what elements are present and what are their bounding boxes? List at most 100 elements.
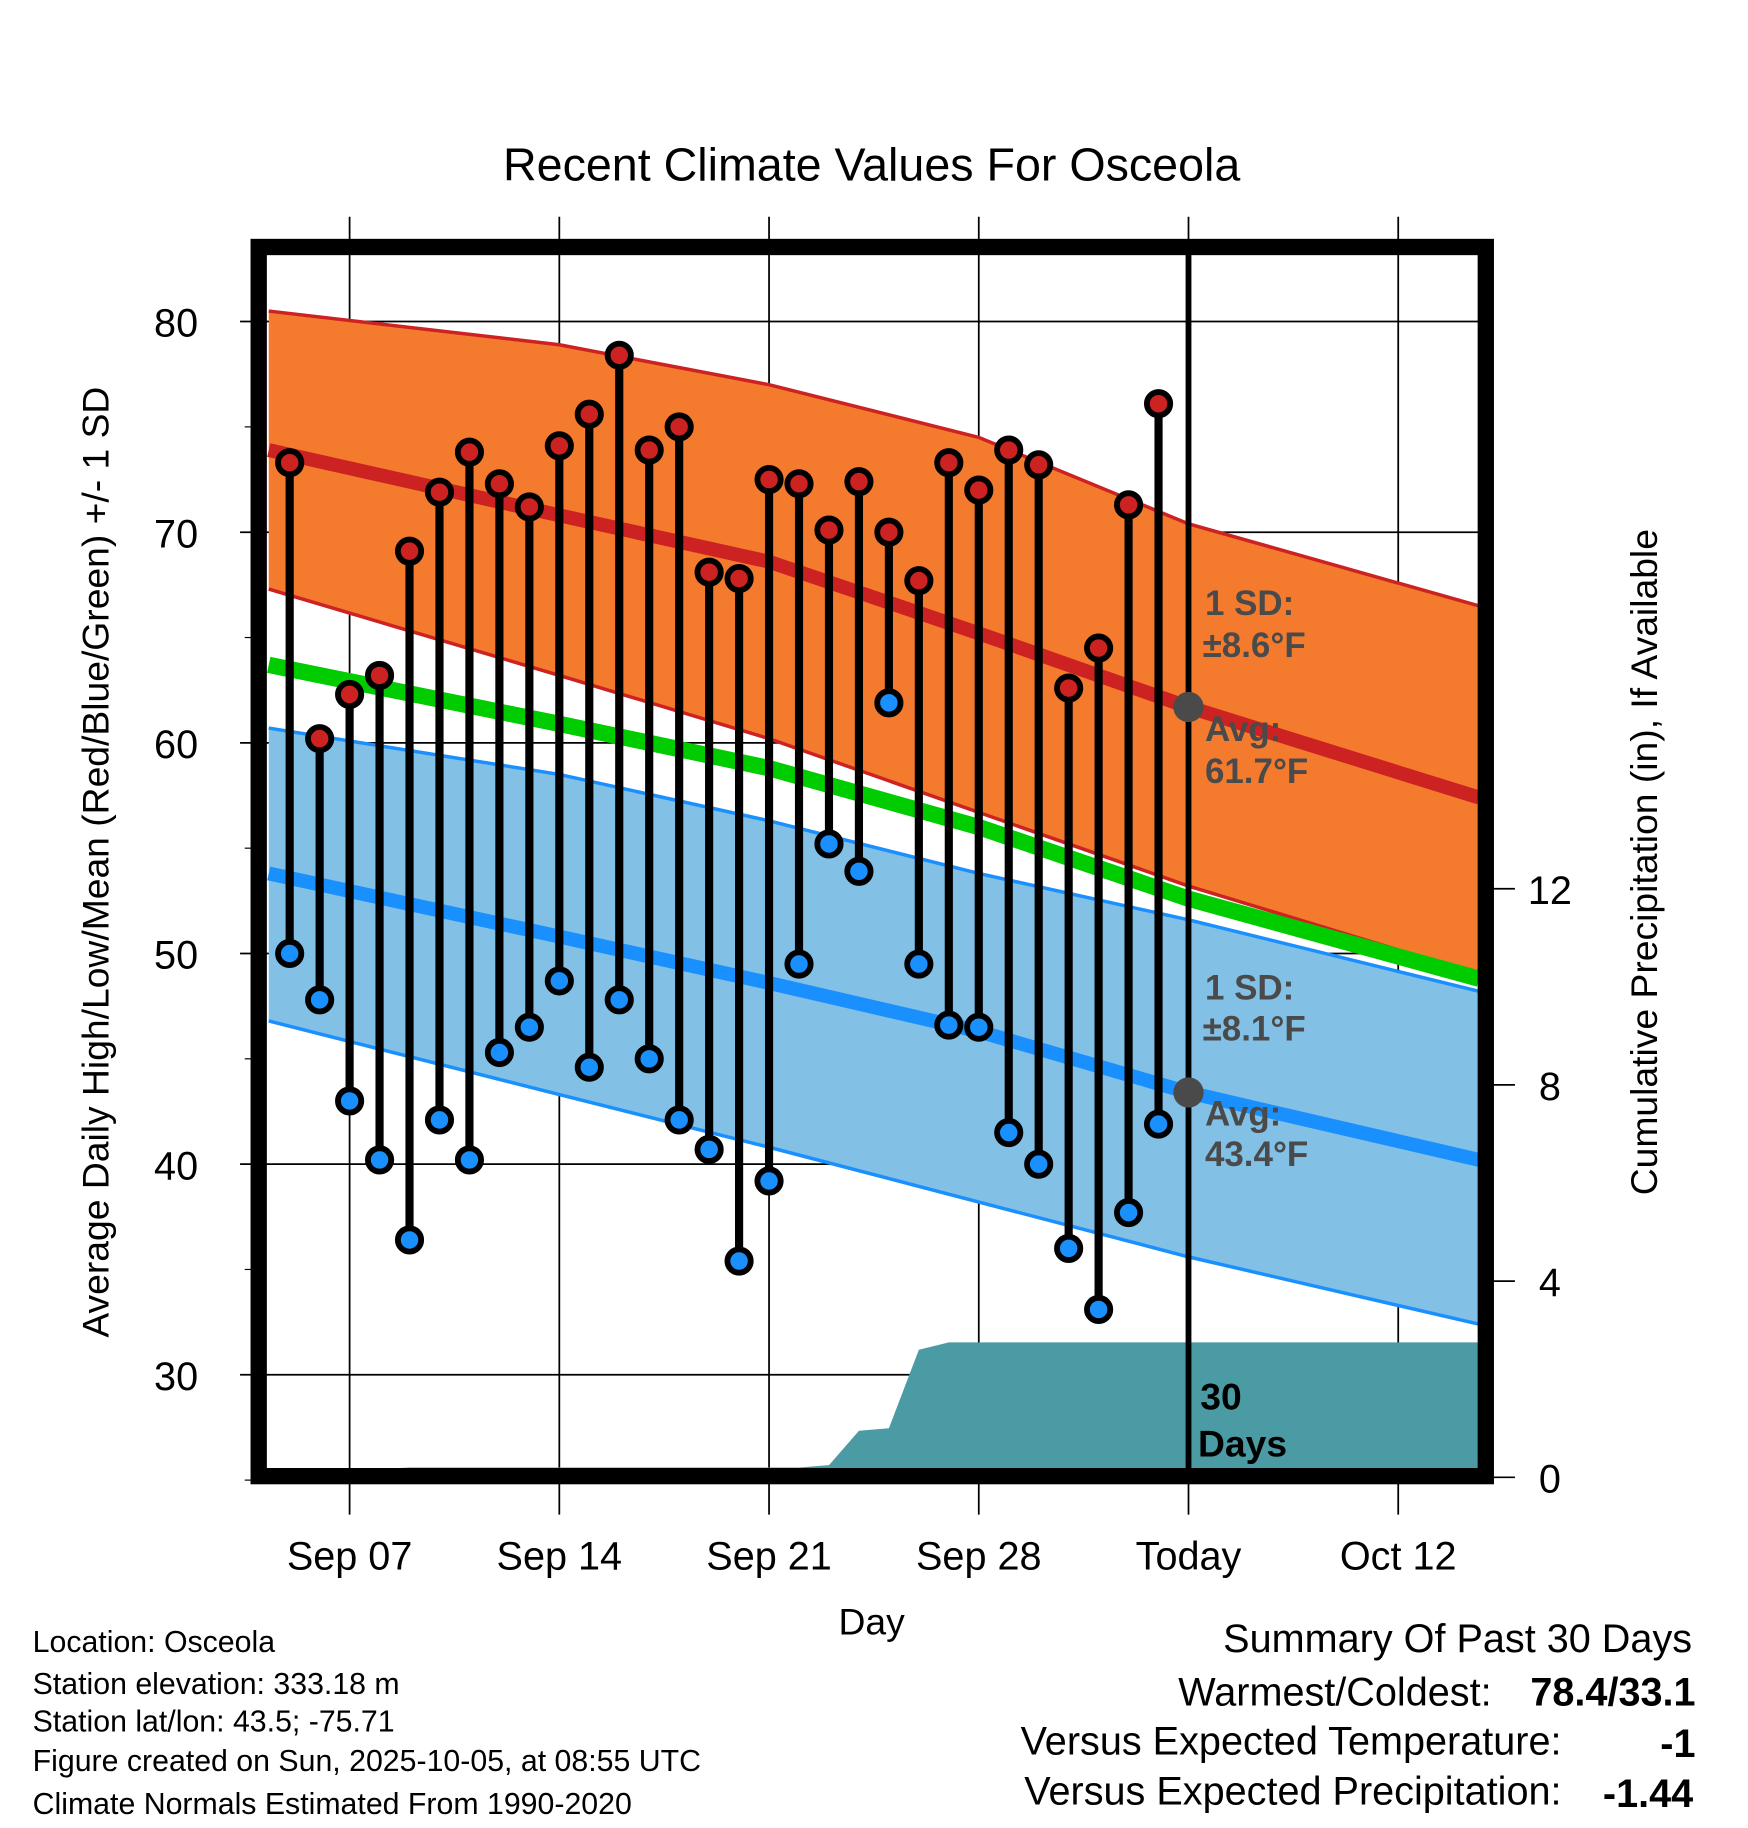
precip-area-group (268, 1342, 1480, 1471)
daily-high-point (484, 469, 514, 499)
daily-low-point (514, 1012, 544, 1042)
normal-high-line (267, 443, 1480, 805)
daily-high-point (604, 340, 634, 370)
daily-low-point (1084, 1294, 1114, 1325)
normal-low-line (267, 866, 1480, 1167)
summary-temp-value: -1 (1660, 1722, 1695, 1766)
x-axis-label: Day (839, 1601, 906, 1643)
high-lower-line (268, 587, 1480, 977)
daily-high-point (664, 412, 694, 442)
chart-title: Recent Climate Values For Osceola (503, 139, 1240, 191)
period-unit: Days (1198, 1422, 1287, 1464)
daily-low-point (275, 938, 305, 969)
daily-low-point (1114, 1198, 1144, 1228)
footer-normals: Climate Normals Estimated From 1990-2020 (33, 1788, 632, 1821)
daily-marks (275, 251, 1204, 1471)
daily-low-point (664, 1105, 694, 1135)
daily-high-point (1024, 450, 1054, 480)
daily-low-point (814, 829, 844, 859)
y-tick-label: 30 (154, 1355, 198, 1399)
daily-low-point (335, 1086, 365, 1116)
precip-area (268, 1342, 1480, 1471)
daily-high-point (574, 399, 604, 429)
daily-high-point (364, 660, 395, 691)
low-sd-label: 1 SD: (1205, 969, 1294, 1008)
high-upper-line (268, 309, 1480, 608)
daily-high-point (784, 469, 814, 499)
today-high-avg-marker (1173, 691, 1204, 723)
daily-high-point (514, 492, 544, 522)
daily-high-point (994, 435, 1024, 465)
summary-precip-label: Versus Expected Precipitation: (1024, 1770, 1561, 1814)
normal-mean-line (267, 656, 1480, 987)
daily-low-point (574, 1052, 604, 1082)
today-low-avg-marker (1173, 1077, 1204, 1108)
daily-low-point (424, 1105, 455, 1135)
low-sd-band (268, 728, 1480, 1325)
summary-warm-cold-value: 78.4/33.1 (1530, 1671, 1695, 1715)
daily-high-point (754, 464, 784, 495)
daily-high-point (424, 477, 455, 507)
x-tick-label: Sep 07 (287, 1534, 413, 1578)
daily-high-point (964, 475, 994, 505)
summary-title: Summary Of Past 30 Days (1223, 1617, 1692, 1661)
x-tick-label: Sep 28 (916, 1534, 1042, 1578)
daily-low-point (874, 688, 904, 718)
daily-high-point (844, 467, 874, 497)
x-tick-label: Today (1136, 1534, 1242, 1578)
daily-high-point (1054, 673, 1084, 703)
summary-warm-cold-label: Warmest/Coldest: (1178, 1671, 1491, 1715)
low-avg-value: 43.4°F (1205, 1135, 1308, 1174)
footer-latlon: Station lat/lon: 43.5; -75.71 (33, 1705, 395, 1738)
y-tick-label: 80 (154, 302, 198, 346)
summary-panel: Summary Of Past 30 Days Warmest/Coldest:… (1021, 1617, 1696, 1816)
daily-high-point (694, 557, 724, 587)
plot-frame (250, 238, 1494, 1485)
daily-low-point (454, 1145, 485, 1175)
low-upper-line (268, 726, 1480, 994)
daily-low-point (484, 1037, 514, 1068)
daily-low-point (1054, 1233, 1084, 1263)
high-sd-band (268, 311, 1480, 975)
normal-bands (267, 309, 1480, 1326)
high-avg-value: 61.7°F (1205, 752, 1308, 791)
high-annotations: 1 SD: ±8.6°F Avg: 61.7°F 1 SD: ±8.1°F Av… (1198, 584, 1308, 1464)
period-number: 30 (1200, 1376, 1241, 1418)
y-tick-label: 60 (154, 723, 198, 767)
daily-low-point (964, 1012, 994, 1042)
low-avg-label: Avg: (1205, 1094, 1281, 1133)
y-axis-label: Average Daily High/Low/Mean (Red/Blue/Gr… (74, 387, 116, 1338)
y-tick-label: 70 (154, 512, 198, 556)
daily-high-point (394, 536, 425, 566)
daily-low-point (364, 1145, 395, 1175)
low-lower-line (268, 1019, 1480, 1326)
summary-temp-label: Versus Expected Temperature: (1021, 1720, 1562, 1764)
daily-high-point (454, 437, 485, 467)
daily-low-point (994, 1117, 1024, 1148)
daily-low-point (1143, 1109, 1174, 1139)
y2-axis-label: Cumulative Precipitation (in), If Availa… (1623, 529, 1665, 1195)
footer-location: Location: Osceola (33, 1626, 276, 1659)
daily-low-point (604, 985, 634, 1015)
y2-tick-label: 0 (1539, 1457, 1561, 1501)
daily-low-point (394, 1225, 425, 1255)
y2-tick-label: 4 (1539, 1261, 1561, 1305)
daily-low-point (544, 966, 574, 996)
high-sd-value: ±8.6°F (1203, 626, 1306, 665)
daily-high-point (874, 517, 904, 547)
low-sd-value: ±8.1°F (1203, 1009, 1306, 1048)
daily-low-point (694, 1134, 724, 1164)
daily-low-point (904, 949, 934, 979)
footer-elevation: Station elevation: 333.18 m (33, 1668, 400, 1701)
daily-high-point (904, 566, 934, 596)
daily-low-point (784, 949, 814, 979)
daily-high-point (305, 724, 335, 754)
daily-high-point (934, 448, 964, 478)
daily-high-point (1114, 490, 1144, 520)
daily-high-point (814, 515, 844, 545)
daily-high-point (1143, 389, 1174, 419)
daily-low-point (934, 1010, 964, 1040)
daily-high-point (275, 448, 305, 478)
footer-created: Figure created on Sun, 2025-10-05, at 08… (33, 1745, 701, 1778)
